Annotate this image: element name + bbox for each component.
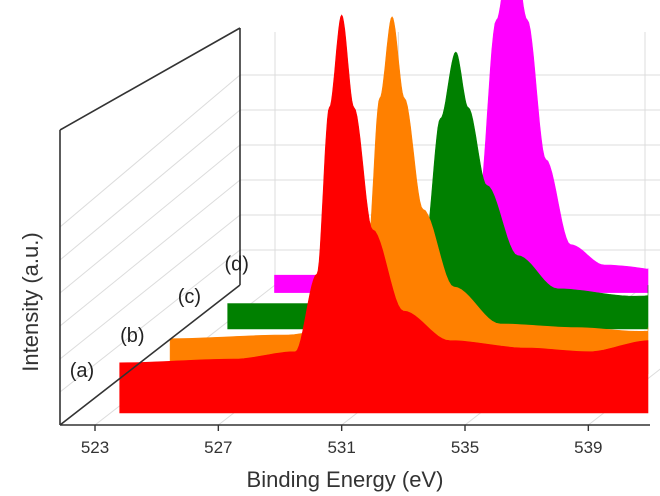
x-tick-label: 535 bbox=[451, 438, 479, 457]
series-label: (b) bbox=[120, 325, 144, 347]
side-grid-line bbox=[59, 179, 241, 327]
side-grid-line bbox=[59, 214, 241, 360]
x-axis-ticks: 523 527 531 535 539 bbox=[81, 425, 603, 457]
box-outline bbox=[59, 27, 650, 426]
x-tick-label: 523 bbox=[81, 438, 109, 457]
x-tick-label: 531 bbox=[327, 438, 355, 457]
x-tick-label: 539 bbox=[574, 438, 602, 457]
x-axis-title: Binding Energy (eV) bbox=[247, 467, 444, 492]
axis-box bbox=[59, 27, 650, 426]
side-grid-line bbox=[59, 109, 241, 261]
side-grid-line bbox=[59, 144, 241, 294]
series-group bbox=[119, 0, 649, 414]
series-label: (c) bbox=[178, 286, 201, 308]
series-labels: (d) (c) (b) (a) bbox=[70, 254, 249, 382]
series-area-1 bbox=[119, 14, 649, 414]
x-tick-label: 527 bbox=[204, 438, 232, 457]
series-label: (a) bbox=[70, 360, 94, 382]
series-label: (d) bbox=[225, 254, 249, 276]
y-axis-title: Intensity (a.u.) bbox=[18, 232, 43, 371]
side-grid-line bbox=[59, 74, 241, 228]
side-grid-line bbox=[59, 249, 241, 393]
